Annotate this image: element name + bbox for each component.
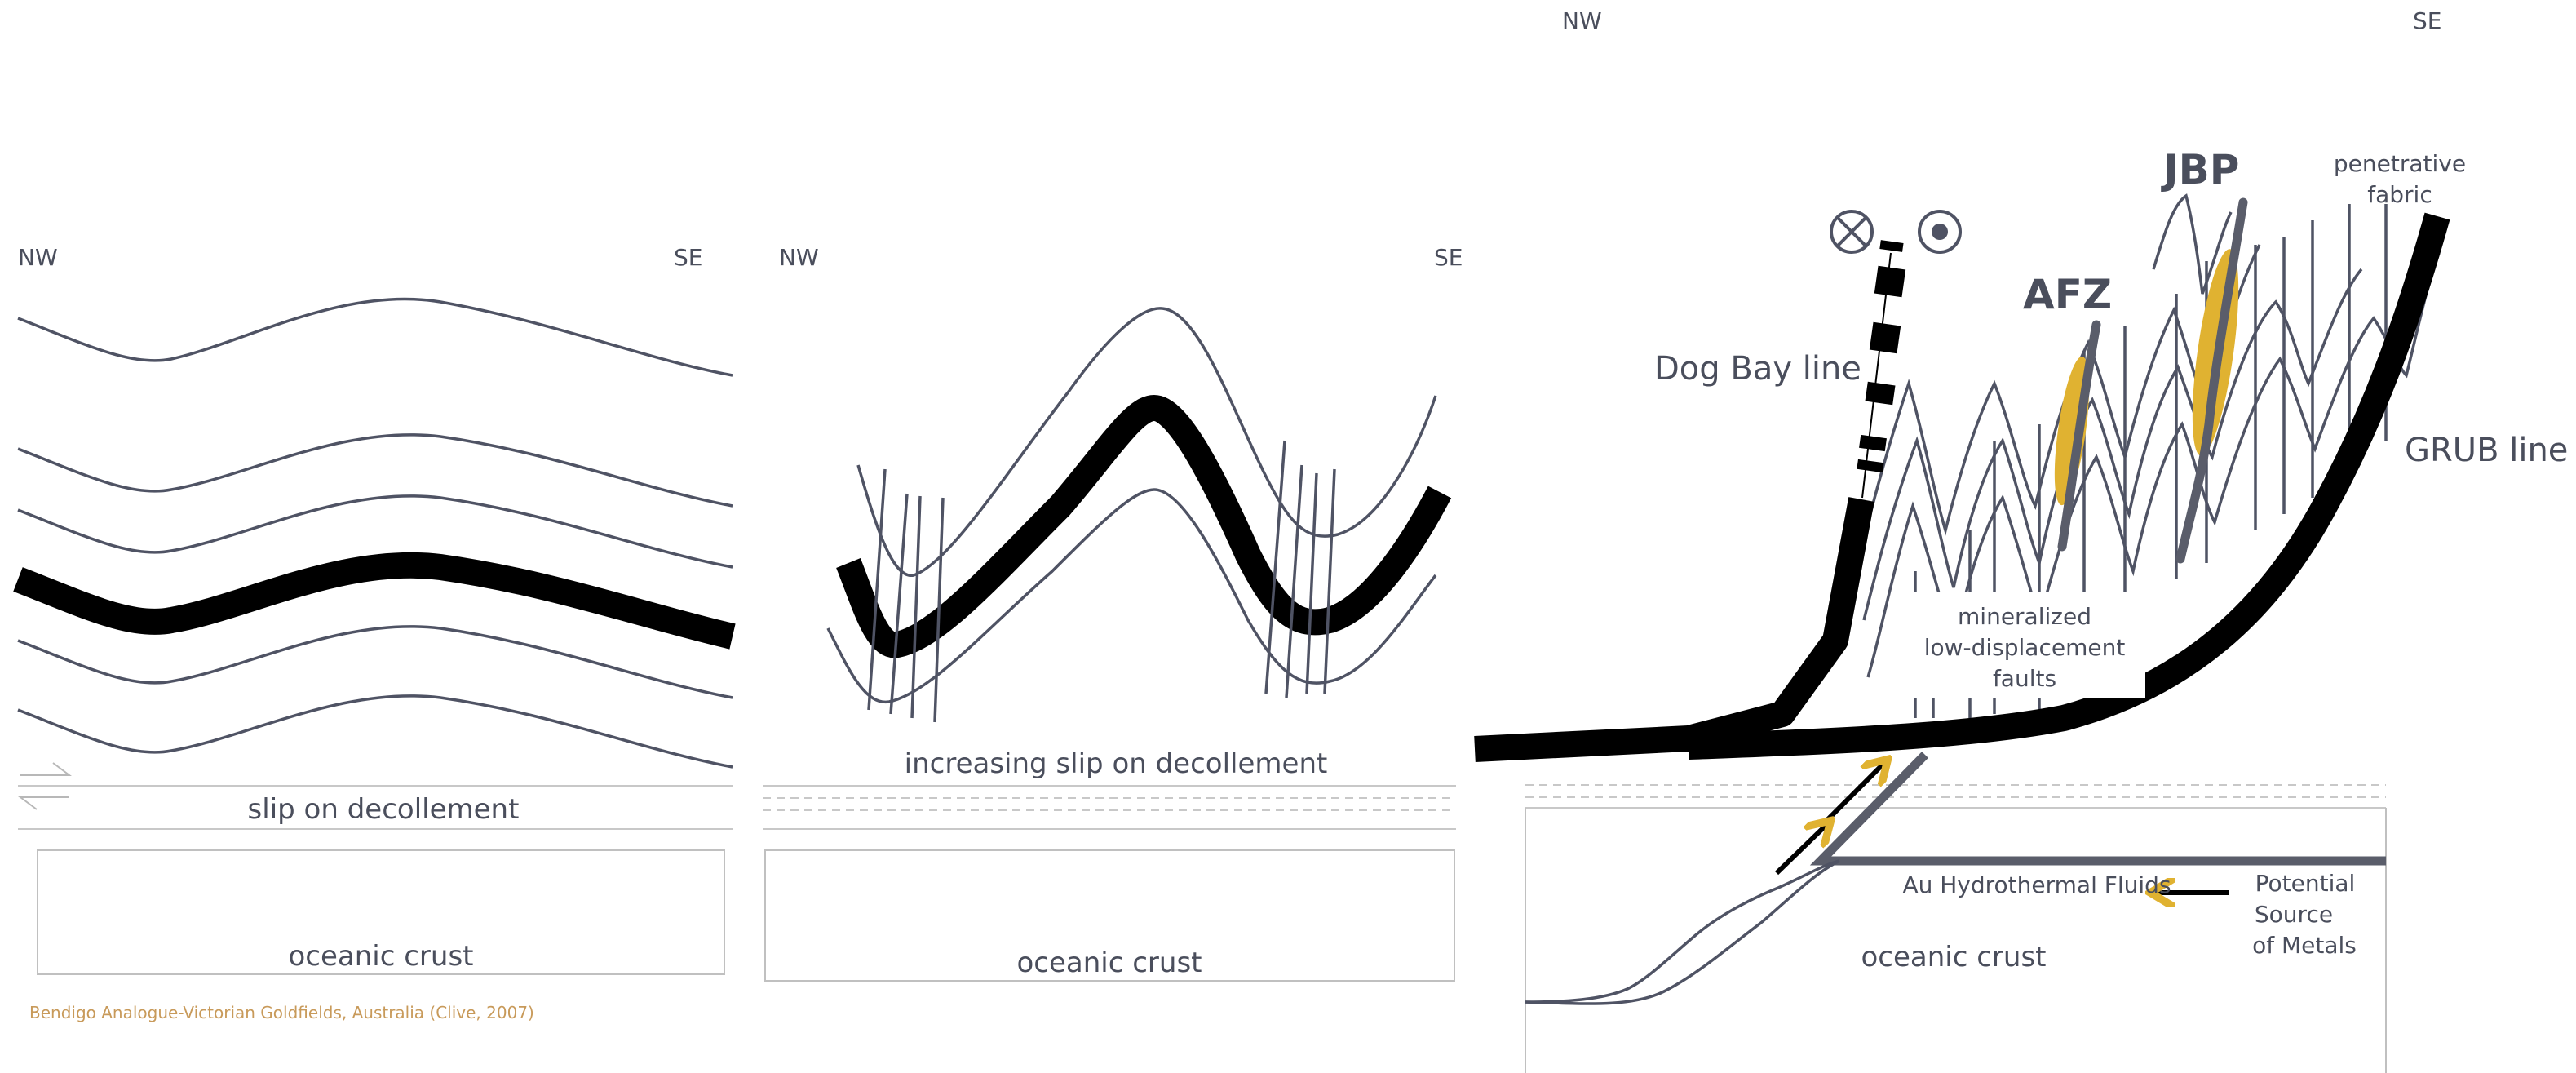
- source-label-line-1: Potential: [2255, 870, 2356, 897]
- panel-1-slip-label: slip on decollement: [248, 793, 520, 826]
- panel-2-crust-box: [764, 849, 1455, 982]
- panel-1-se-label: SE: [674, 244, 702, 271]
- dog-bay-thrust: [1474, 497, 1874, 762]
- afz-fault: [2057, 320, 2101, 552]
- source-label-line-3: of Metals: [2252, 932, 2357, 959]
- source-label-line-2: Source: [2255, 901, 2333, 928]
- faults-label-line-3: faults: [1993, 665, 2056, 692]
- panel-3: NW SE: [1474, 7, 2568, 1073]
- panel-1-crust-label: oceanic crust: [288, 940, 473, 973]
- panel-1-nw-label: NW: [18, 244, 58, 271]
- fabric-label-line-1: penetrative: [2334, 150, 2466, 177]
- jbp-fault: [2175, 197, 2248, 564]
- panel-2-crust-label: oceanic crust: [1016, 947, 1202, 979]
- anticline-layer-lower: [826, 488, 1437, 703]
- panel-3-nw-label: NW: [1562, 7, 1602, 34]
- slab-curve-lower: [1525, 859, 1840, 1005]
- dog-bay-label: Dog Bay line: [1654, 350, 1861, 388]
- cleavage-set-right: [1264, 440, 1336, 698]
- faults-label-backdrop: [1909, 592, 2145, 698]
- panel-2: NW SE increasing slip on decollement oce…: [763, 244, 1463, 982]
- out-of-page-symbol: [1918, 210, 1962, 254]
- panel-3-se-label: SE: [2413, 7, 2441, 34]
- fold-layer-3: [17, 494, 733, 569]
- marker-layer: [13, 552, 736, 650]
- jbp-label: JBP: [2161, 146, 2239, 193]
- anticline-layer-upper: [856, 307, 1437, 577]
- panel-1-crust-box: [37, 849, 725, 975]
- shear-sense-arrows: [18, 762, 72, 810]
- fabric-label-line-2: fabric: [2367, 181, 2432, 208]
- afz-label: AFZ: [2023, 271, 2112, 318]
- fluid-arrow-lower: [1774, 826, 1826, 876]
- faults-label-line-2: low-displacement: [1924, 634, 2126, 661]
- panel-2-se-label: SE: [1434, 244, 1463, 271]
- cleavage-set-left: [867, 468, 945, 723]
- panel-3-crust-box: [1525, 808, 2387, 1073]
- fluids-label: Au Hydrothermal Fluids: [1902, 871, 2171, 898]
- panel-2-nw-label: NW: [779, 244, 819, 271]
- fold-layer-5: [17, 694, 733, 769]
- fluid-conduit: [1809, 752, 2386, 866]
- grub-label: GRUB line: [2405, 432, 2568, 469]
- grub-line-thrust: [1688, 212, 2450, 760]
- anticline-marker-layer: [836, 395, 1452, 658]
- slab-curve-upper: [1525, 859, 1840, 1004]
- dog-bay-line: [1857, 240, 1906, 499]
- fold-layer-4: [17, 625, 733, 699]
- into-page-symbol: [1830, 210, 1874, 254]
- fold-layer-2: [17, 433, 733, 508]
- panel-2-slip-label: increasing slip on decollement: [905, 747, 1328, 780]
- panel-1: NW SE slip on decollement oceanic crust …: [13, 244, 736, 1022]
- faults-label-line-1: mineralized: [1958, 603, 2091, 630]
- fluid-arrow-upper: [1821, 765, 1883, 827]
- fold-layer-1: [17, 297, 733, 377]
- panel-3-crust-label: oceanic crust: [1861, 941, 2046, 973]
- source-caption: Bendigo Analogue-Victorian Goldfields, A…: [29, 1003, 534, 1022]
